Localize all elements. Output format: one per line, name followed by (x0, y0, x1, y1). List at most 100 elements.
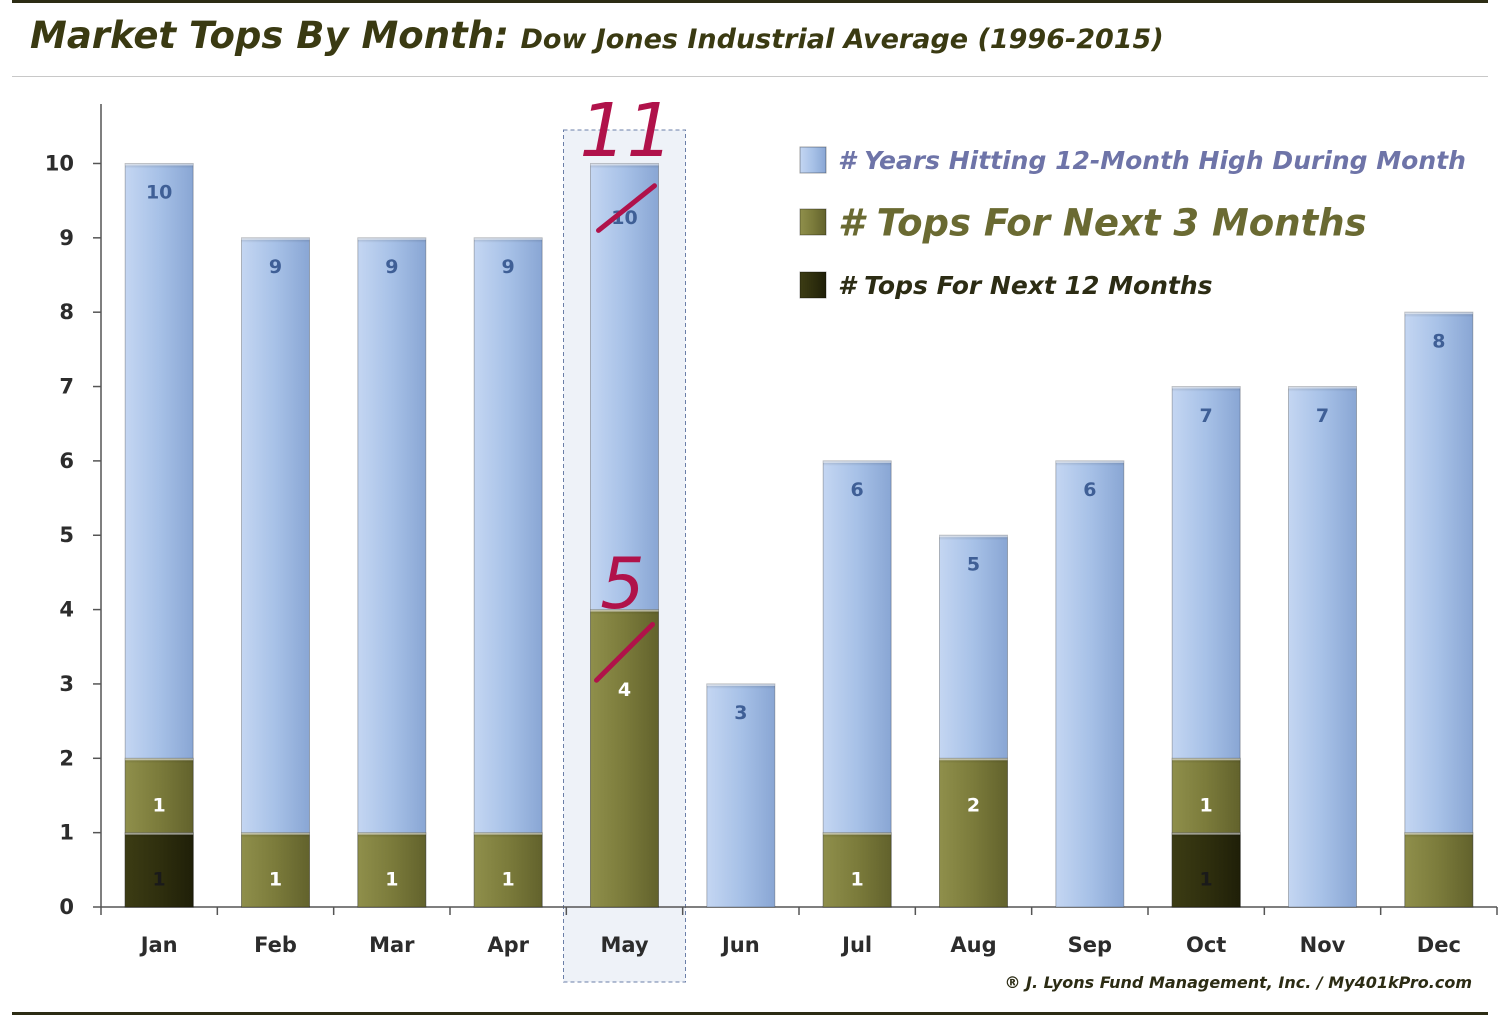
data-label-tops12-oct: 1 (1200, 869, 1213, 891)
strike-tops3 (594, 621, 655, 683)
annotation-highs-corrected: 11 (579, 88, 673, 174)
bar-tops3-aug (939, 757, 1008, 908)
chart-title-sub: Dow Jones Industrial Average (1996-2015) (520, 24, 1164, 55)
data-label-highs-jan: 10 (146, 182, 172, 204)
bar-top-bevel (125, 832, 194, 838)
y-tick-label: 5 (59, 523, 74, 547)
bar-top-highlight (1055, 460, 1124, 463)
bar-top-highlight (125, 163, 194, 166)
bar-top-highlight (241, 237, 310, 240)
bar-top-bevel (125, 758, 194, 764)
bar-top-highlight (125, 758, 194, 761)
bar-top-highlight (823, 832, 892, 835)
annotation-tops3-corrected: 5 (600, 543, 645, 625)
bar-top-highlight (939, 535, 1008, 538)
bar-highs-dec (1404, 311, 1474, 908)
x-tick-label-dec: Dec (1417, 933, 1461, 957)
y-tick-label: 1 (59, 821, 74, 845)
y-tick-label: 3 (59, 672, 74, 696)
bar-highs-feb (241, 237, 310, 908)
bar-tops3-feb (241, 832, 310, 908)
bar-highs-sep (1055, 460, 1125, 908)
bar-top-highlight (1404, 832, 1473, 835)
x-tick-label-apr: Apr (487, 933, 529, 957)
bar-top-highlight (590, 163, 659, 166)
data-label-tops3-oct: 1 (1200, 794, 1213, 816)
bar-tops3-jul (822, 832, 892, 908)
data-label-highs-feb: 9 (269, 256, 282, 278)
bar-top-highlight (1172, 758, 1241, 761)
top-rule (12, 0, 1488, 3)
bar-top-bevel (1172, 386, 1241, 392)
data-label-tops12-jan: 1 (153, 869, 166, 891)
bar-top-highlight (474, 237, 543, 240)
data-label-tops3-jul: 1 (851, 869, 864, 891)
data-label-highs-nov: 7 (1316, 405, 1329, 427)
bar-tops3-apr (473, 832, 543, 908)
bar-top-bevel (939, 758, 1008, 764)
x-tick-label-feb: Feb (254, 933, 297, 957)
bar-top-highlight (357, 832, 426, 835)
bar-top-highlight (1404, 312, 1473, 315)
strike-highs (596, 183, 657, 233)
x-tick-label-nov: Nov (1300, 933, 1346, 957)
x-tick-label-may: May (600, 933, 648, 957)
bar-top-bevel (1172, 832, 1241, 838)
y-tick-label: 2 (59, 746, 74, 770)
y-tick-label: 7 (59, 375, 74, 399)
y-tick-label: 9 (59, 226, 74, 250)
x-tick-label-jan: Jan (139, 933, 178, 957)
bar-highs-mar (357, 237, 427, 908)
bar-top-bevel (939, 535, 1008, 541)
bar-top-bevel (1172, 758, 1241, 764)
bar-top-highlight (590, 609, 659, 612)
bar-top-bevel (823, 832, 892, 838)
bar-top-bevel (1404, 312, 1473, 318)
data-label-highs-jun: 3 (734, 702, 747, 724)
bar-top-bevel (823, 460, 892, 466)
legend-swatch-tops3 (799, 208, 827, 236)
bar-top-highlight (125, 832, 194, 835)
y-tick-label: 8 (59, 300, 74, 324)
x-tick-label-mar: Mar (369, 933, 415, 957)
bar-top-highlight (823, 460, 892, 463)
data-label-highs-oct: 7 (1200, 405, 1213, 427)
bar-top-highlight (474, 832, 543, 835)
bar-top-highlight (939, 758, 1008, 761)
bottom-rule (12, 1012, 1488, 1015)
bar-top-bevel (241, 237, 310, 243)
bar-top-highlight (1172, 386, 1241, 389)
data-label-highs-apr: 9 (502, 256, 515, 278)
bar-tops3-dec (1404, 832, 1474, 908)
x-tick-label-jul: Jul (840, 933, 872, 957)
bar-tops3-mar (357, 832, 427, 908)
bar-top-bevel (125, 163, 194, 169)
x-tick-label-oct: Oct (1186, 933, 1226, 957)
bar-tops3-may (590, 609, 659, 908)
bar-top-highlight (357, 237, 426, 240)
bar-top-highlight (1288, 386, 1357, 389)
legend-swatch-tops12 (799, 271, 827, 299)
legend-label-highs: # Years Hitting 12-Month High During Mon… (838, 146, 1466, 175)
x-tick-label-jun: Jun (720, 933, 760, 957)
data-label-tops3-may: 4 (618, 679, 631, 701)
bar-highs-nov (1288, 386, 1357, 908)
bar-top-bevel (590, 163, 659, 169)
data-label-tops3-mar: 1 (385, 869, 398, 891)
x-tick-label-aug: Aug (950, 933, 996, 957)
legend-swatch-highs (799, 146, 827, 174)
bar-top-bevel (357, 832, 426, 838)
data-label-tops3-apr: 1 (502, 869, 515, 891)
bar-top-bevel (474, 832, 543, 838)
title-underline (12, 76, 1488, 77)
y-tick-label: 10 (45, 151, 74, 175)
data-label-tops3-aug: 2 (967, 794, 980, 816)
bar-top-bevel (241, 832, 310, 838)
y-tick-label: 0 (59, 895, 74, 919)
bar-top-highlight (706, 683, 775, 686)
legend-label-tops3: # Tops For Next 3 Months (838, 201, 1367, 244)
data-label-highs-mar: 9 (385, 256, 398, 278)
chart-title: Market Tops By Month: Dow Jones Industri… (30, 14, 1164, 57)
data-label-highs-jul: 6 (851, 479, 864, 501)
